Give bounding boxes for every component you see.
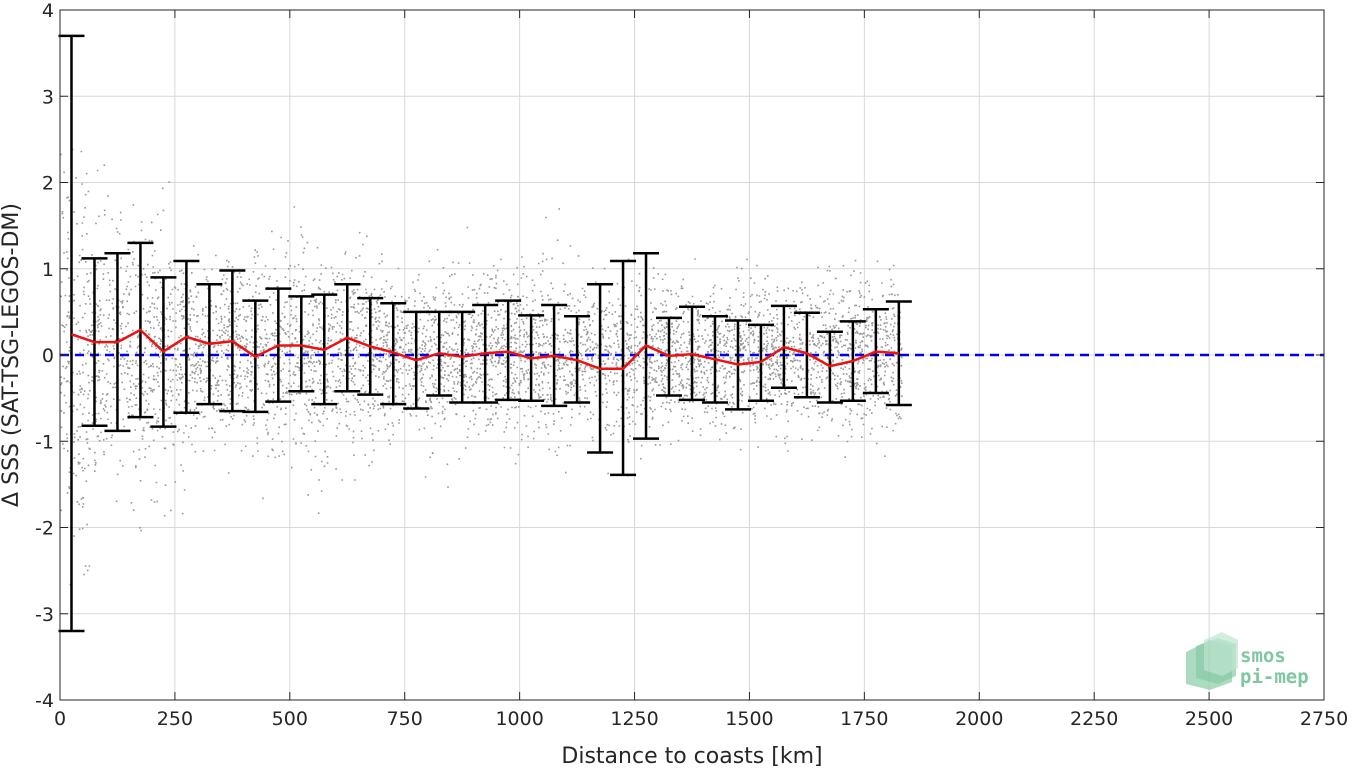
x-tick-label: 250 [157, 708, 193, 730]
x-tick-label: 500 [272, 708, 308, 730]
logo-text-smos: smos [1240, 645, 1286, 667]
logo-mark-icon [1186, 632, 1238, 690]
y-tick-label: -1 [35, 431, 54, 453]
y-tick-label: -2 [35, 518, 54, 540]
y-axis-title: Δ SSS (SAT-TSG-LEGOS-DM) [0, 203, 24, 507]
mean-polyline [71, 328, 899, 371]
y-tick-label: 3 [42, 86, 54, 108]
y-tick-label: -4 [35, 690, 54, 712]
y-tick-label: -3 [35, 604, 54, 626]
x-tick-label: 1750 [840, 708, 888, 730]
y-axis-ticks: -4 -3 -2 -1 0 1 2 3 4 [35, 0, 1324, 712]
x-axis-ticks: 0 250 500 750 1000 1250 1500 1750 2000 2250 2500 27… [54, 10, 1348, 730]
y-tick-label: 1 [42, 259, 54, 281]
scatter-points [60, 148, 903, 586]
mean-line [71, 328, 899, 371]
x-tick-label: 2000 [955, 708, 1003, 730]
y-tick-label: 2 [42, 173, 54, 195]
x-tick-label: 2500 [1185, 708, 1233, 730]
x-tick-label: 1500 [725, 708, 773, 730]
x-axis-title: Distance to coasts [km] [561, 744, 822, 768]
y-tick-label: 4 [42, 0, 54, 22]
x-tick-label: 750 [387, 708, 423, 730]
error-bars [58, 34, 912, 633]
smos-pi-mep-logo: smos pi-mep [1186, 632, 1309, 690]
x-tick-label: 2750 [1300, 708, 1348, 730]
x-tick-label: 2250 [1070, 708, 1118, 730]
logo-text-pi-mep: pi-mep [1240, 666, 1309, 688]
x-tick-label: 1000 [495, 708, 543, 730]
scatter-cloud [60, 148, 903, 586]
x-tick-label: 0 [54, 708, 66, 730]
x-tick-label: 1250 [610, 708, 658, 730]
y-tick-label: 0 [42, 345, 54, 367]
